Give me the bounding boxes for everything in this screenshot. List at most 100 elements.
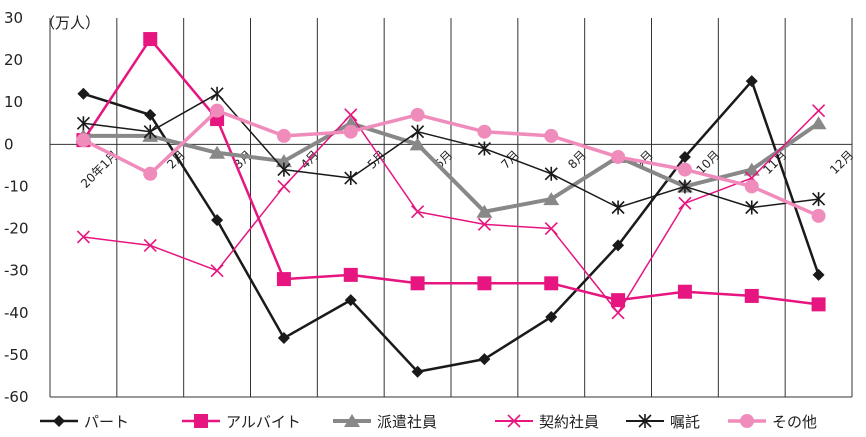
legend-item: アルバイト [182,413,301,431]
legend: パート アルバイト 派遣社員 契約社員 嘱託 その他 [40,413,817,431]
series-6 [76,103,826,223]
data-point [810,116,827,130]
data-point [677,162,692,177]
data-point [76,133,91,148]
y-tick-label: 20 [4,51,23,69]
data-point [678,196,692,210]
legend-item: 契約社員 [495,413,599,431]
legend-label: アルバイト [226,413,301,431]
legend-item: その他 [728,413,817,431]
data-point [477,276,492,291]
series-line [83,79,820,373]
y-tick-label: 10 [4,93,23,111]
series-line [82,108,820,218]
legend-item: 嘱託 [626,413,700,431]
data-point [277,179,291,194]
data-point [343,267,358,282]
series-line [82,37,819,306]
data-point [410,107,425,122]
y-tick-label: -10 [4,177,29,195]
data-point [143,166,158,181]
series-layer [75,32,827,378]
data-point [611,306,625,320]
data-point [411,365,424,378]
data-point [411,124,425,139]
y-tick-label: 0 [4,135,14,153]
series-4 [76,104,826,320]
series-line [83,121,820,214]
legend-swatch-marker [194,414,208,428]
legend-label: パート [84,413,129,431]
series-line [83,110,820,314]
grid [49,18,853,397]
data-point [143,124,157,139]
legend-label: 契約社員 [539,413,599,431]
data-point [544,221,558,236]
y-tick-label: -30 [4,262,29,280]
data-point [343,124,358,139]
data-point [411,205,425,219]
data-point [275,154,292,168]
data-point [677,284,692,299]
data-point [277,332,290,345]
data-point [209,145,226,159]
data-point [611,200,625,215]
legend-swatch-marker [344,414,360,427]
data-point [276,272,291,287]
data-point [210,86,224,101]
data-point [745,200,759,215]
data-point [812,192,826,207]
data-point [143,32,158,47]
data-point [744,288,759,303]
data-point [276,128,291,143]
series-line [83,93,819,209]
data-point [409,137,426,151]
series-1 [77,75,825,378]
legend-item: 派遣社員 [333,413,437,431]
legend-swatch-marker [740,414,754,428]
data-point [477,141,491,156]
legend-swatch-marker [53,415,65,427]
legend-label: 嘱託 [670,413,700,431]
data-point [678,179,692,194]
y-tick-label: -50 [4,346,29,364]
data-point [812,268,825,281]
y-tick-label: -20 [4,220,29,238]
data-point [76,116,90,131]
data-point [211,214,224,227]
data-point [544,128,559,143]
y-tick-label: -60 [4,388,29,406]
data-point [76,230,90,244]
data-point [410,276,425,291]
data-point [744,179,759,194]
data-point [611,149,626,164]
data-point [143,238,157,252]
y-unit-label: （万人） [40,14,100,32]
data-point [544,276,559,291]
data-point [477,217,491,231]
y-tick-label: 30 [4,9,23,27]
data-point [478,353,491,366]
data-point [745,75,758,88]
data-point [743,162,760,176]
x-tick-label: 8月 [565,148,589,172]
data-point [811,208,826,223]
data-point [543,192,560,206]
x-tick-label: 7月 [498,148,522,172]
data-point [476,204,493,218]
legend-swatch-marker [507,414,521,428]
legend-label: その他 [772,413,817,431]
data-point [678,150,691,163]
data-point [77,87,90,100]
legend-item: パート [40,413,129,431]
legend-label: 派遣社員 [377,413,437,431]
data-point [477,124,492,139]
data-point [344,294,357,307]
data-point [611,293,626,308]
data-point [612,239,625,252]
data-point [144,108,157,121]
y-tick-label: -40 [4,304,29,322]
data-point [812,104,826,118]
data-point [811,297,826,312]
